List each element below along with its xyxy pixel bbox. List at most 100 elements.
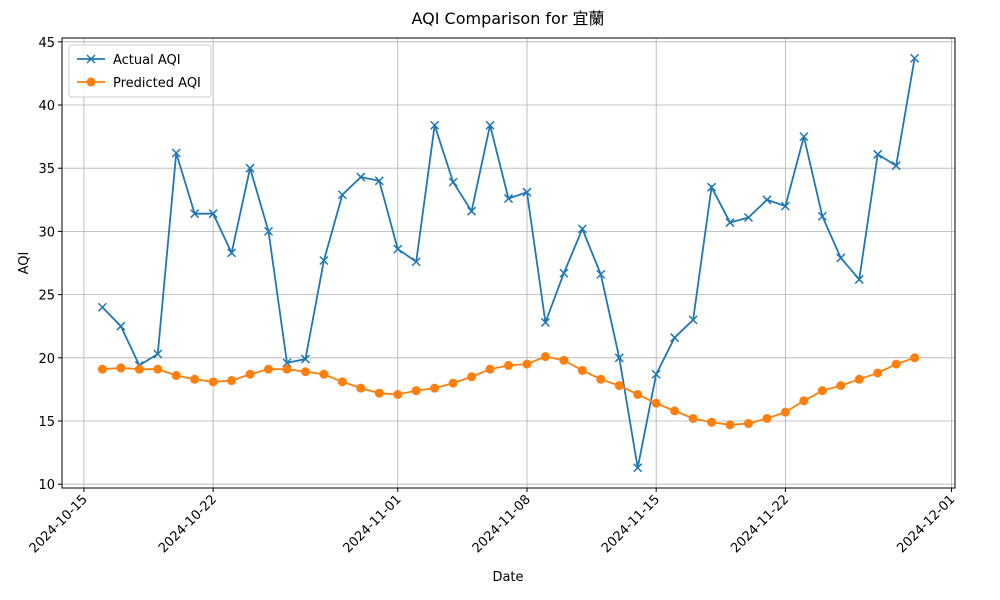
legend: Actual AQI Predicted AQI [68,44,212,98]
marker [799,132,809,142]
marker [836,253,846,263]
marker [817,211,827,221]
marker [725,218,735,228]
marker [245,369,255,379]
marker [762,413,772,423]
marker [356,383,366,393]
marker [670,333,680,343]
marker [430,120,440,130]
marker [97,364,107,374]
marker [651,369,661,379]
marker [374,176,384,186]
legend-label: Predicted AQI [113,76,201,91]
x-tick-label: 2024-11-08 [470,492,534,556]
marker [263,226,274,236]
marker [337,190,347,200]
marker [171,371,181,380]
legend-marker [86,54,96,64]
marker [356,172,366,182]
y-tick-label: 45 [38,36,55,51]
marker [97,302,107,312]
marker [891,359,901,369]
marker [780,407,790,417]
marker [134,364,144,374]
marker [467,206,477,216]
x-tick-label: 2024-11-01 [341,492,405,556]
marker [725,420,735,430]
marker [707,417,717,427]
x-tick-label: 2024-12-01 [894,492,958,556]
marker [393,389,403,399]
marker [559,355,569,365]
y-tick-label: 25 [38,289,55,304]
y-tick-label: 10 [38,478,55,493]
legend-box [68,44,212,98]
chart-title: AQI Comparison for 宜蘭 [411,9,604,28]
marker [559,268,569,278]
marker [374,388,384,398]
marker [762,195,772,205]
marker [300,367,310,377]
marker [319,255,329,266]
marker [411,257,421,267]
marker [873,368,883,378]
x-tick-label: 2024-10-15 [27,492,91,556]
marker [337,377,347,387]
marker [596,374,606,384]
marker [208,209,218,219]
marker [743,212,754,223]
marker [854,274,864,284]
marker [633,463,643,473]
legend-marker [86,77,96,87]
marker [171,148,181,158]
marker [485,120,495,130]
marker [503,194,514,204]
marker [910,353,920,363]
marker [780,201,790,211]
marker [651,398,661,408]
x-axis-label: Date [492,570,523,585]
marker [430,383,440,393]
marker [596,269,606,279]
series-line [101,58,916,468]
marker [245,163,255,173]
marker [116,363,126,373]
marker [227,248,237,258]
marker [282,364,292,374]
marker [836,381,846,391]
marker [633,389,643,399]
marker [153,349,163,359]
marker [393,244,403,254]
marker [282,358,292,368]
marker [799,396,809,406]
marker [448,177,458,187]
marker [190,374,200,384]
marker [227,376,237,386]
y-tick-label: 35 [38,162,55,177]
x-tick-label: 2024-11-22 [728,492,792,556]
marker [319,369,329,379]
legend-label: Actual AQI [113,53,181,68]
x-tick-label: 2024-10-22 [156,492,220,556]
marker [614,353,624,363]
marker [467,372,477,382]
marker [540,317,550,327]
y-tick-label: 30 [38,225,55,240]
marker [688,413,698,423]
marker [577,365,587,375]
marker [504,360,513,370]
marker [411,386,421,396]
marker [208,377,218,387]
marker [522,187,532,197]
x-tick-label: 2024-11-15 [599,492,663,556]
marker [153,364,163,374]
y-axis-label: AQI [17,252,32,275]
marker [670,406,680,416]
marker [817,386,827,396]
y-tick-label: 20 [38,352,55,367]
marker [910,53,920,63]
marker [891,161,901,171]
marker [190,209,200,219]
marker [873,149,883,159]
